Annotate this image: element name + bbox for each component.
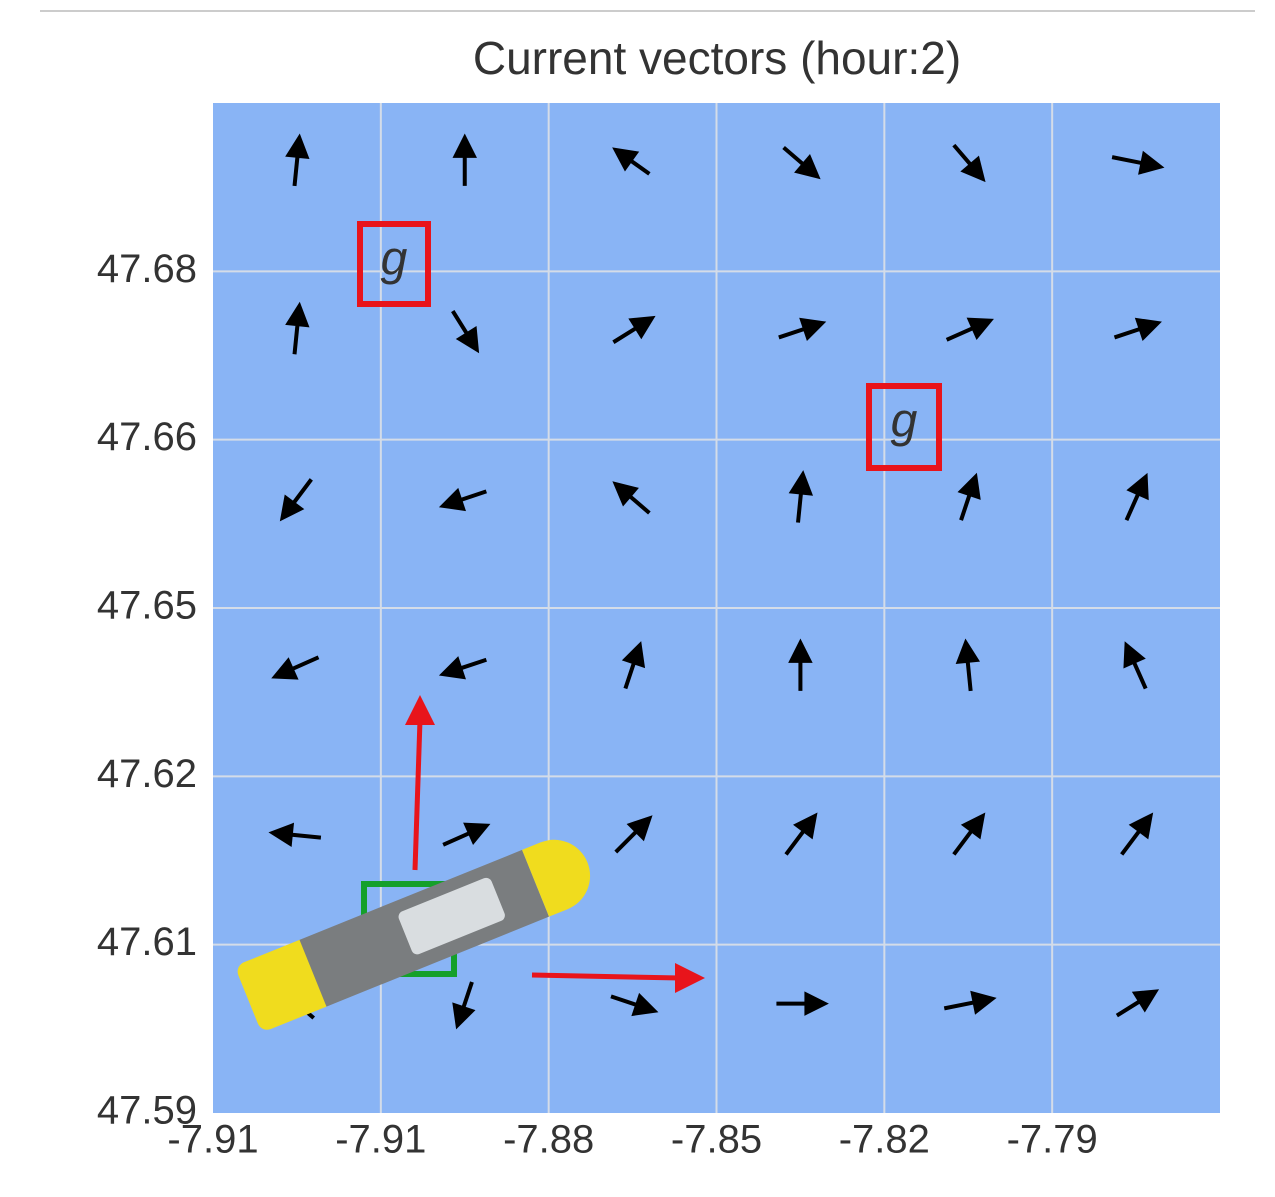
y-tick-label: 47.62 (97, 752, 197, 796)
page: {"chart_data": {"type": "quiver", "title… (0, 0, 1275, 1197)
chart-title: Current vectors (hour:2) (473, 32, 961, 84)
y-tick-label: 47.59 (97, 1089, 197, 1133)
chart: Current vectors (hour:2) g g -7.91-7.91-… (0, 0, 1275, 1197)
y-tick-label: 47.68 (97, 247, 197, 291)
x-tick-label: -7.91 (335, 1118, 426, 1162)
x-tick-label: -7.85 (671, 1118, 762, 1162)
y-tick-label: 47.61 (97, 920, 197, 964)
y-tick-label: 47.66 (97, 415, 197, 459)
heading-arrow (532, 975, 680, 978)
x-tick-label: -7.79 (1007, 1118, 1098, 1162)
x-tick-label: -7.82 (839, 1118, 930, 1162)
x-tick-label: -7.88 (503, 1118, 594, 1162)
goal-label: g (381, 233, 408, 286)
y-tick-label: 47.65 (97, 584, 197, 628)
goal-label: g (891, 395, 918, 448)
